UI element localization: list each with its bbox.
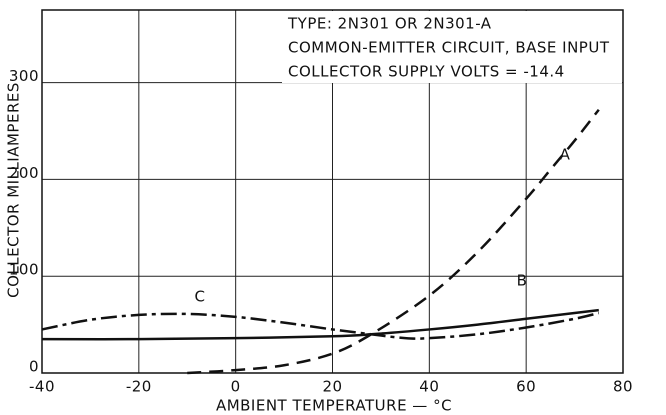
plot-frame bbox=[41, 9, 624, 374]
y-tick-label: 200 bbox=[9, 164, 39, 182]
x-tick-label: 80 bbox=[613, 378, 633, 396]
y-axis-label: COLLECTOR MILLIAMPERES bbox=[5, 82, 23, 298]
x-tick-label: -20 bbox=[126, 378, 152, 396]
annotation: COMMON-EMITTER CIRCUIT, BASE INPUT bbox=[288, 39, 610, 57]
x-tick-label: 60 bbox=[516, 378, 536, 396]
curve-label: B bbox=[517, 272, 528, 290]
x-tick-label: 20 bbox=[322, 378, 342, 396]
curve-label: C bbox=[195, 288, 206, 306]
y-tick-label: 300 bbox=[9, 67, 39, 85]
curve-label: A bbox=[560, 146, 571, 164]
y-tick-label: 0 bbox=[29, 358, 39, 376]
annotation: TYPE: 2N301 OR 2N301-A bbox=[287, 15, 492, 33]
curve bbox=[41, 311, 600, 340]
x-axis-label: AMBIENT TEMPERATURE — °C bbox=[216, 397, 452, 415]
x-tick-label: 40 bbox=[419, 378, 439, 396]
curve bbox=[41, 308, 599, 341]
annotation: COLLECTOR SUPPLY VOLTS = -14.4 bbox=[288, 63, 565, 81]
y-tick-label: 100 bbox=[9, 261, 39, 279]
annotation-box bbox=[282, 11, 622, 83]
curve bbox=[187, 108, 600, 375]
x-tick-label: 0 bbox=[231, 378, 241, 396]
x-tick-label: -40 bbox=[29, 378, 55, 396]
